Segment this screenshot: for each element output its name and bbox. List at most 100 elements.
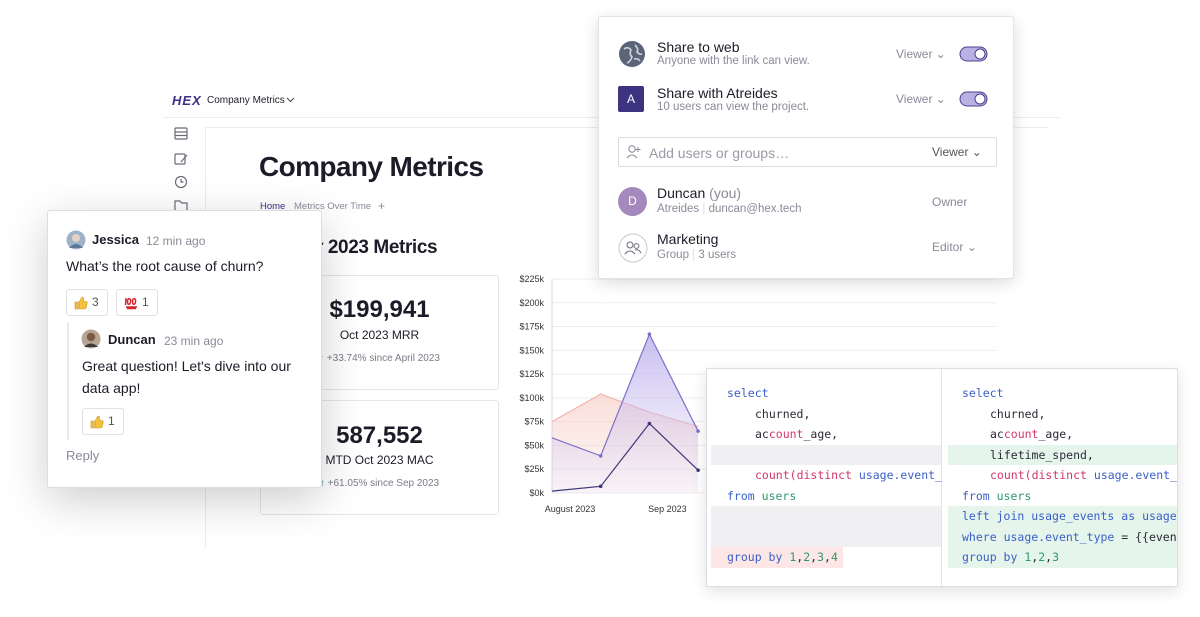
code-token: 1: [1024, 550, 1032, 564]
code-line: select: [727, 386, 769, 400]
tab[interactable]: Home: [260, 201, 286, 212]
code-token: users: [996, 488, 1032, 503]
code-line: account_age,: [755, 427, 838, 441]
y-tick-label: $100k: [519, 393, 544, 403]
thread-line: [67, 322, 69, 440]
code-token: [852, 468, 859, 482]
group-icon: [618, 233, 648, 263]
x-tick-label: Sep 2023: [648, 504, 687, 514]
diff-row-highlight: [711, 506, 941, 527]
project-chevron[interactable]: [286, 96, 295, 104]
code-token: [990, 489, 997, 503]
y-tick-label: $150k: [519, 345, 544, 355]
role[interactable]: Editor: [932, 240, 964, 254]
reaction[interactable]: 3: [66, 289, 108, 316]
reply-text: Great question! Let's dive into our data…: [82, 358, 291, 396]
role-dropdown[interactable]: Viewer ⌄: [896, 47, 946, 61]
code-token: 1: [789, 550, 797, 564]
y-tick-label: $25k: [524, 464, 544, 474]
tab-add[interactable]: +: [378, 199, 386, 213]
reaction[interactable]: 1: [116, 289, 158, 316]
code-line: where usage.event_type = {{even: [962, 530, 1177, 544]
code-token: lifetime_spend,: [990, 447, 1094, 462]
code-token: count: [1003, 427, 1039, 441]
role[interactable]: Viewer: [932, 145, 969, 159]
reaction-count[interactable]: 1: [108, 414, 115, 428]
code-token: 2: [1038, 550, 1046, 564]
hundred-icon: [124, 297, 137, 310]
reaction[interactable]: 1: [82, 408, 124, 435]
role-dropdown[interactable]: Viewer ⌄: [932, 145, 982, 159]
diff-row-highlight: [948, 444, 1177, 465]
y-tick-label: $75k: [524, 417, 544, 427]
thumbs-up-icon: [74, 296, 88, 310]
share-subtitle: Anyone with the link can view.: [657, 55, 810, 67]
role[interactable]: Viewer: [896, 47, 933, 61]
code-token: [1087, 468, 1094, 482]
code-token: count: [990, 468, 1025, 482]
code-token: (: [1024, 468, 1032, 482]
code-token: distinct: [1031, 468, 1087, 482]
share-popup: [598, 16, 1014, 279]
point: [647, 332, 652, 336]
code-token: churned,: [755, 406, 811, 421]
y-tick-label: $200k: [519, 298, 544, 308]
note: (you): [709, 185, 742, 201]
code-token: from: [962, 488, 990, 503]
y-tick-label: $0k: [529, 488, 544, 498]
code-token: users: [761, 488, 797, 503]
role-dropdown[interactable]: Viewer ⌄: [896, 92, 946, 106]
kpi-change-text: +61.05% since Sep 2023: [327, 478, 440, 489]
comment-card: [47, 210, 322, 488]
code-token: ac: [990, 427, 1004, 441]
project-name[interactable]: Company Metrics: [207, 95, 285, 106]
add-user-icon: [626, 145, 641, 159]
logo[interactable]: HEX: [172, 93, 202, 108]
code-token: usage.event_type: [1003, 529, 1115, 544]
reply-button[interactable]: Reply: [66, 448, 100, 463]
code-token: 2: [803, 550, 811, 564]
comment-time: 12 min ago: [146, 234, 206, 248]
avatar: [81, 329, 101, 349]
kpi-value: $199,941: [329, 296, 430, 323]
point: [598, 484, 603, 489]
toggle[interactable]: [959, 46, 989, 62]
detail: 3 users: [698, 249, 737, 261]
role-dropdown[interactable]: Editor ⌄: [932, 240, 977, 254]
code-token: select: [962, 386, 1004, 400]
reaction-count[interactable]: 1: [142, 295, 149, 309]
code-token: ,: [810, 550, 818, 564]
diff-row-highlight: [948, 547, 1177, 568]
kpi-label: Oct 2023 MRR: [339, 328, 420, 342]
reaction-count[interactable]: 3: [92, 295, 99, 309]
avatar: D: [618, 187, 647, 216]
code-token: (: [789, 468, 797, 482]
member-detail: Atreides | duncan@hex.tech: [657, 203, 802, 215]
diff-row-highlight: [711, 547, 843, 568]
code-token: churned,: [990, 406, 1046, 421]
avatar: A: [618, 86, 644, 112]
code-line: count(distinct usage.event_: [990, 468, 1177, 482]
line: [551, 422, 699, 492]
code-line: left join usage_events as usage: [962, 509, 1177, 523]
page-title: Company Metrics: [259, 151, 484, 182]
code-token: usage_events: [1031, 509, 1115, 523]
role[interactable]: Viewer: [896, 92, 933, 106]
code-token: usage.event_: [1093, 468, 1177, 482]
code-token: [997, 530, 1004, 544]
code-token: = {{even: [1114, 529, 1177, 544]
globe-icon: [619, 41, 645, 67]
toggle[interactable]: [959, 91, 989, 107]
diff-row-highlight: [711, 444, 941, 465]
share-subtitle: 10 users can view the project.: [657, 101, 810, 113]
input-placeholder[interactable]: Add users or groups…: [649, 145, 790, 161]
code-line: churned,: [990, 407, 1045, 421]
member-name: Marketing: [657, 231, 719, 247]
user-input[interactable]: [618, 137, 997, 167]
code-token: ,: [796, 550, 804, 564]
code-token: count: [768, 427, 804, 441]
detail: Group: [657, 249, 689, 261]
detail: Atreides: [657, 203, 700, 215]
tab[interactable]: Metrics Over Time: [294, 201, 372, 212]
y-tick-label: $175k: [519, 322, 544, 332]
